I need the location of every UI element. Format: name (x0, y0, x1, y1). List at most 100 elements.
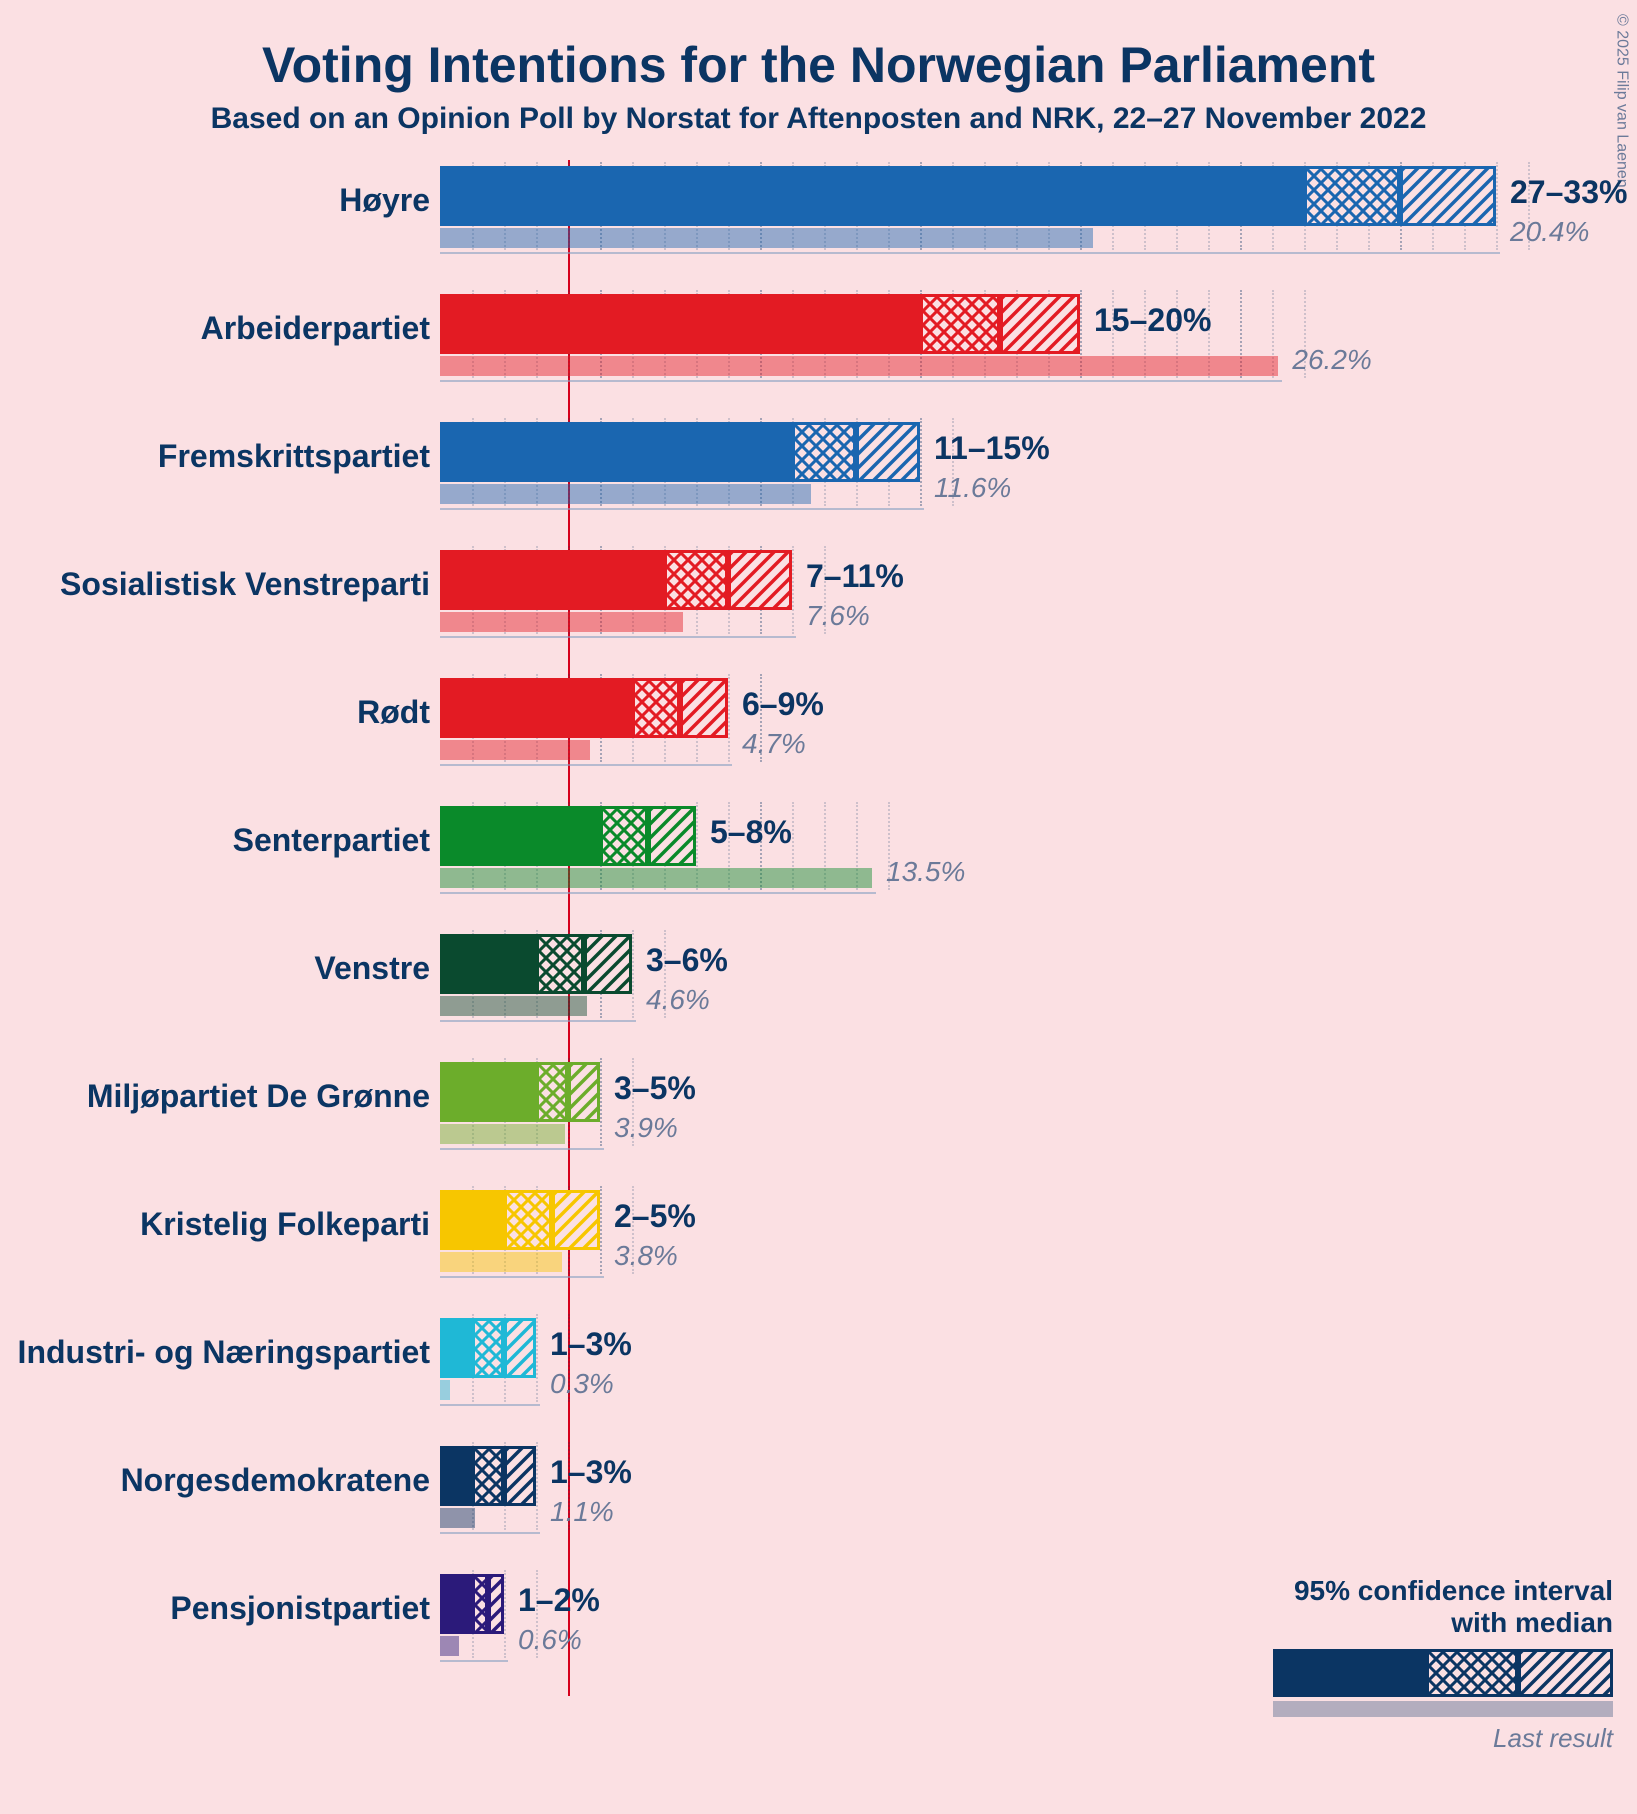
party-label: Pensjonistpartiet (10, 1590, 430, 1627)
party-label: Senterpartiet (10, 822, 430, 859)
range-label: 7–11% (806, 558, 904, 595)
last-result-bar (440, 740, 590, 760)
ci-lower-box (920, 294, 1000, 354)
poll-bar (440, 422, 792, 482)
last-result-label: 0.3% (550, 1368, 614, 1400)
poll-bar (440, 678, 632, 738)
party-row: Rødt6–9%4.7% (440, 672, 1600, 792)
last-result-bar (440, 1508, 475, 1528)
party-label: Sosialistisk Venstreparti (10, 566, 430, 603)
party-row: Sosialistisk Venstreparti7–11%7.6% (440, 544, 1600, 664)
copyright: © 2025 Filip van Laenen (1613, 14, 1631, 188)
party-label: Miljøpartiet De Grønne (10, 1078, 430, 1115)
poll-bar (440, 1574, 472, 1634)
poll-bar (440, 1062, 536, 1122)
legend-sample-bar (1273, 1649, 1613, 1697)
last-result-label: 7.6% (806, 600, 870, 632)
party-row: Arbeiderpartiet15–20%26.2% (440, 288, 1600, 408)
party-row: Senterpartiet5–8%13.5% (440, 800, 1600, 920)
ci-upper-box (1400, 166, 1496, 226)
ci-upper-box (584, 934, 632, 994)
chart-title: Voting Intentions for the Norwegian Parl… (0, 0, 1637, 94)
party-row: Industri- og Næringspartiet1–3%0.3% (440, 1312, 1600, 1432)
ci-upper-box (568, 1062, 600, 1122)
last-result-bar (440, 1380, 450, 1400)
last-result-label: 4.6% (646, 984, 710, 1016)
ci-upper-box (552, 1190, 600, 1250)
ci-upper-box (504, 1318, 536, 1378)
party-row: Høyre27–33%20.4% (440, 160, 1600, 280)
ci-upper-box (856, 422, 920, 482)
range-label: 1–3% (550, 1326, 632, 1363)
party-row: Norgesdemokratene1–3%1.1% (440, 1440, 1600, 1560)
poll-bar (440, 550, 664, 610)
chart-subtitle: Based on an Opinion Poll by Norstat for … (0, 94, 1637, 136)
range-label: 6–9% (742, 686, 824, 723)
ci-lower-box (472, 1446, 504, 1506)
last-result-bar (440, 612, 683, 632)
party-label: Fremskrittspartiet (10, 438, 430, 475)
party-row: Kristelig Folkeparti2–5%3.8% (440, 1184, 1600, 1304)
legend: 95% confidence interval with median Last… (1193, 1575, 1613, 1754)
last-result-bar (440, 228, 1093, 248)
last-result-bar (440, 868, 872, 888)
party-label: Høyre (10, 182, 430, 219)
poll-bar (440, 806, 600, 866)
last-result-bar (440, 996, 587, 1016)
legend-ci-line2: with median (1193, 1607, 1613, 1639)
ci-lower-box (1304, 166, 1400, 226)
party-row: Miljøpartiet De Grønne3–5%3.9% (440, 1056, 1600, 1176)
ci-upper-box (648, 806, 696, 866)
range-label: 27–33% (1510, 174, 1627, 211)
party-label: Industri- og Næringspartiet (10, 1334, 430, 1371)
party-label: Norgesdemokratene (10, 1462, 430, 1499)
ci-upper-box (680, 678, 728, 738)
range-label: 3–6% (646, 942, 728, 979)
last-result-label: 20.4% (1510, 216, 1589, 248)
poll-bar (440, 1190, 504, 1250)
ci-lower-box (600, 806, 648, 866)
last-result-bar (440, 356, 1278, 376)
party-row: Fremskrittspartiet11–15%11.6% (440, 416, 1600, 536)
last-result-bar (440, 1252, 562, 1272)
ci-lower-box (504, 1190, 552, 1250)
last-result-label: 13.5% (886, 856, 965, 888)
legend-last-bar (1273, 1701, 1613, 1717)
ci-upper-box (488, 1574, 504, 1634)
party-label: Venstre (10, 950, 430, 987)
poll-bar (440, 1446, 472, 1506)
last-result-label: 11.6% (934, 472, 1011, 504)
last-result-label: 4.7% (742, 728, 806, 760)
ci-lower-box (472, 1318, 504, 1378)
ci-lower-box (472, 1574, 488, 1634)
party-label: Rødt (10, 694, 430, 731)
range-label: 2–5% (614, 1198, 696, 1235)
last-result-bar (440, 1124, 565, 1144)
legend-ci-line1: 95% confidence interval (1193, 1575, 1613, 1607)
ci-upper-box (1000, 294, 1080, 354)
ci-upper-box (728, 550, 792, 610)
last-result-label: 0.6% (518, 1624, 582, 1656)
party-row: Venstre3–6%4.6% (440, 928, 1600, 1048)
range-label: 1–2% (518, 1582, 600, 1619)
party-label: Kristelig Folkeparti (10, 1206, 430, 1243)
last-result-label: 3.9% (614, 1112, 678, 1144)
ci-lower-box (664, 550, 728, 610)
poll-bar (440, 1318, 472, 1378)
last-result-label: 1.1% (550, 1496, 614, 1528)
last-result-label: 3.8% (614, 1240, 678, 1272)
range-label: 3–5% (614, 1070, 696, 1107)
ci-lower-box (792, 422, 856, 482)
ci-lower-box (632, 678, 680, 738)
party-label: Arbeiderpartiet (10, 310, 430, 347)
range-label: 5–8% (710, 814, 792, 851)
last-result-label: 26.2% (1292, 344, 1371, 376)
last-result-bar (440, 484, 811, 504)
poll-bar (440, 934, 536, 994)
ci-lower-box (536, 934, 584, 994)
ci-upper-box (504, 1446, 536, 1506)
last-result-bar (440, 1636, 459, 1656)
chart-area: Høyre27–33%20.4%Arbeiderpartiet15–20%26.… (440, 160, 1600, 1780)
ci-lower-box (536, 1062, 568, 1122)
legend-last-label: Last result (1193, 1723, 1613, 1754)
